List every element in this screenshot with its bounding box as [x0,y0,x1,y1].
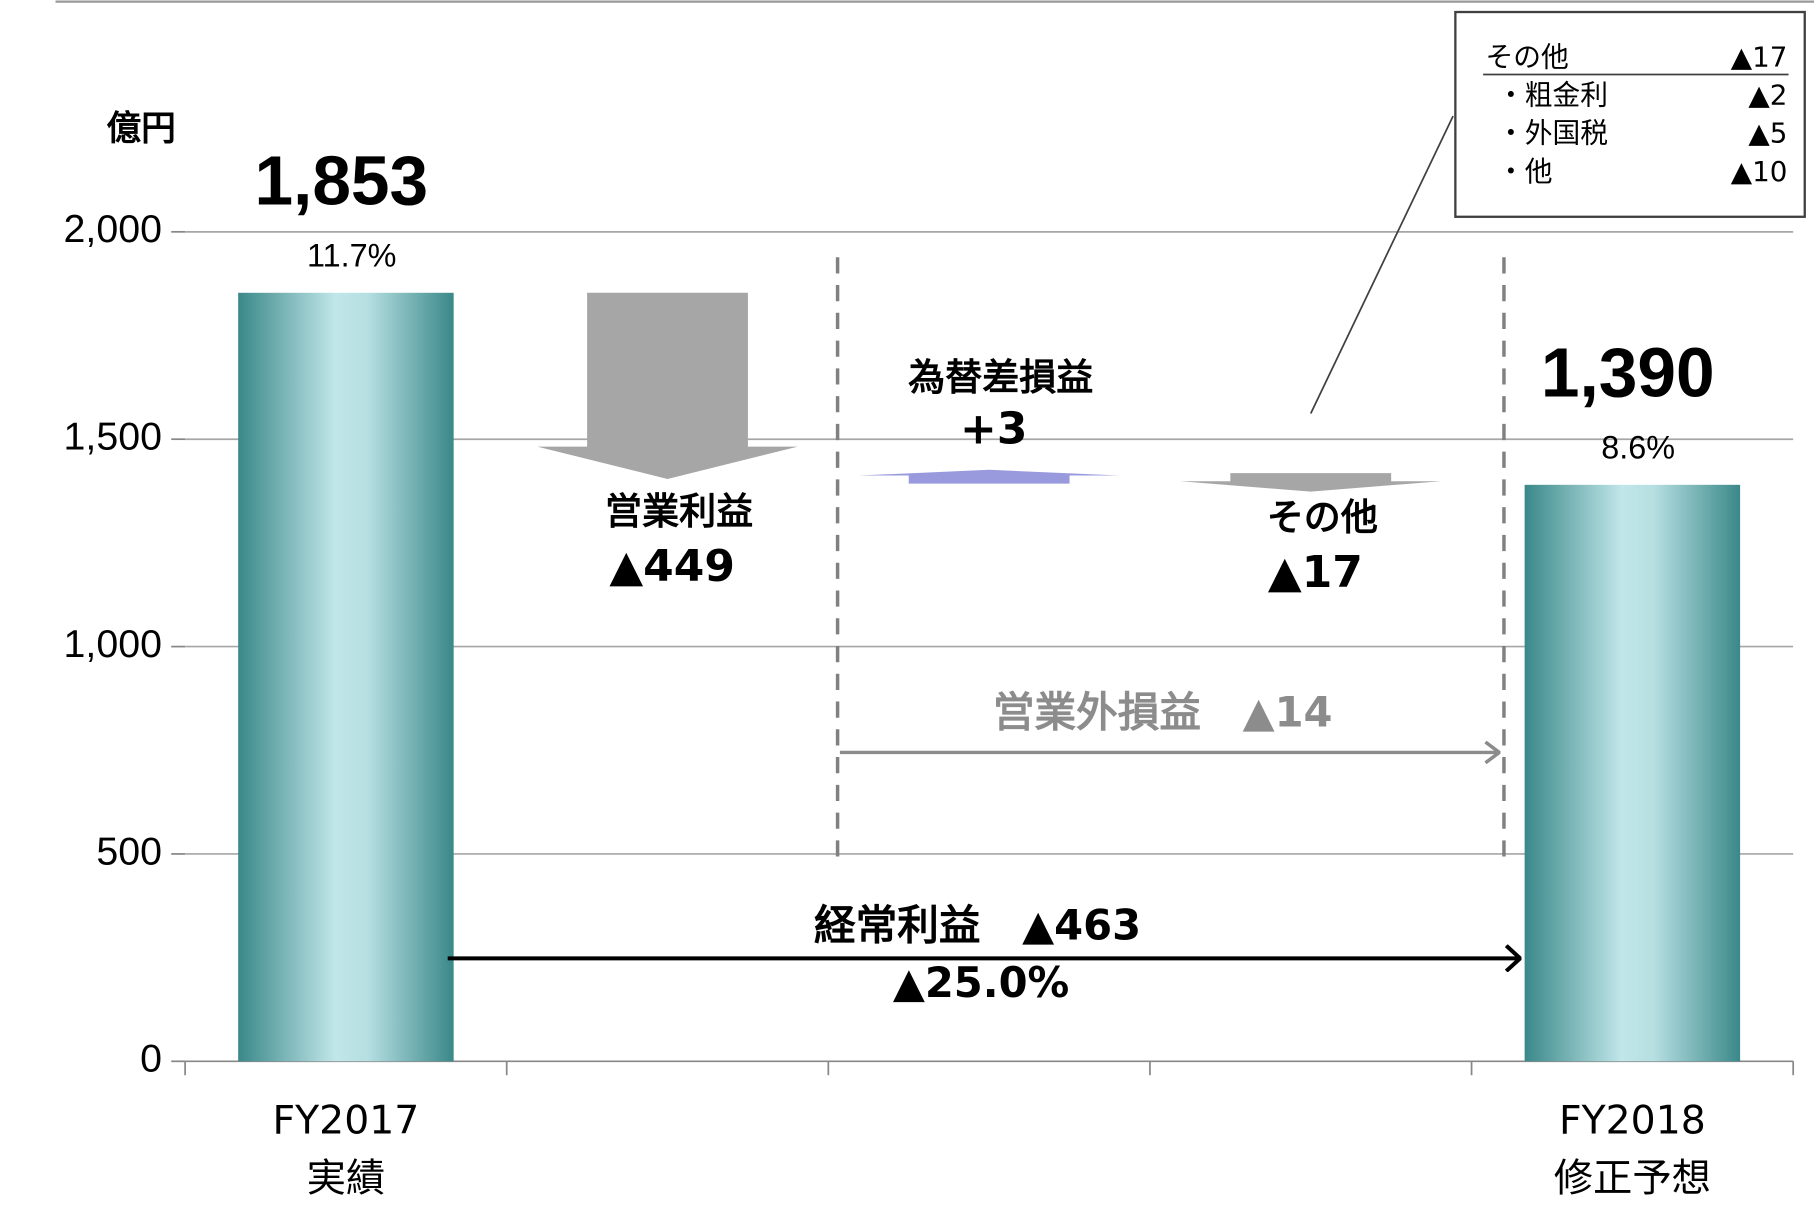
x-tick-label: FY2017 実績 [273,1097,420,1201]
inset-cell: ▲17 [1731,40,1788,73]
y-tick-label: 2,000 [64,207,162,251]
x-tick-label: FY2018 修正予想 [1554,1097,1711,1201]
y-tick-label: 1,500 [64,415,162,459]
unit-label: 億円 [106,109,175,149]
inset-cell: ・粗金利 [1497,78,1608,111]
value-label: +3 [960,403,1027,454]
value-label: 1,390 [1541,334,1715,412]
inset-cell: その他 [1485,40,1568,73]
total-bar [238,292,454,1062]
annotation: ▲25.0% [893,958,1069,1007]
y-tick-label: 500 [96,829,162,873]
y-tick-label: 1,000 [64,622,162,666]
annotation: 経常利益 ▲463 [814,900,1141,949]
inset-cell: ・他 [1497,155,1553,188]
step-arrow [1180,473,1442,492]
segment-name: 為替差損益 [908,356,1093,399]
inset-cell: ▲5 [1748,117,1787,150]
inset-box [1454,10,1806,218]
value-label: ▲17 [1268,547,1363,598]
inset-cell: ・外国税 [1497,117,1608,150]
value-label: ▲449 [609,541,735,592]
step-arrow [537,292,798,480]
margin-label: 8.6% [1601,430,1675,466]
annotation: 営業外損益 ▲14 [993,687,1333,736]
callout-line [1309,115,1454,414]
y-tick-label: 0 [140,1037,162,1081]
value-label: 1,853 [254,142,428,220]
inset-cell: ▲10 [1731,155,1788,188]
inset-cell: ▲2 [1748,78,1787,111]
segment-name: 営業利益 [605,490,753,533]
segment-name: その他 [1267,496,1378,539]
step-arrow [858,469,1120,484]
margin-label: 11.7% [307,238,396,274]
total-bar [1524,484,1741,1062]
